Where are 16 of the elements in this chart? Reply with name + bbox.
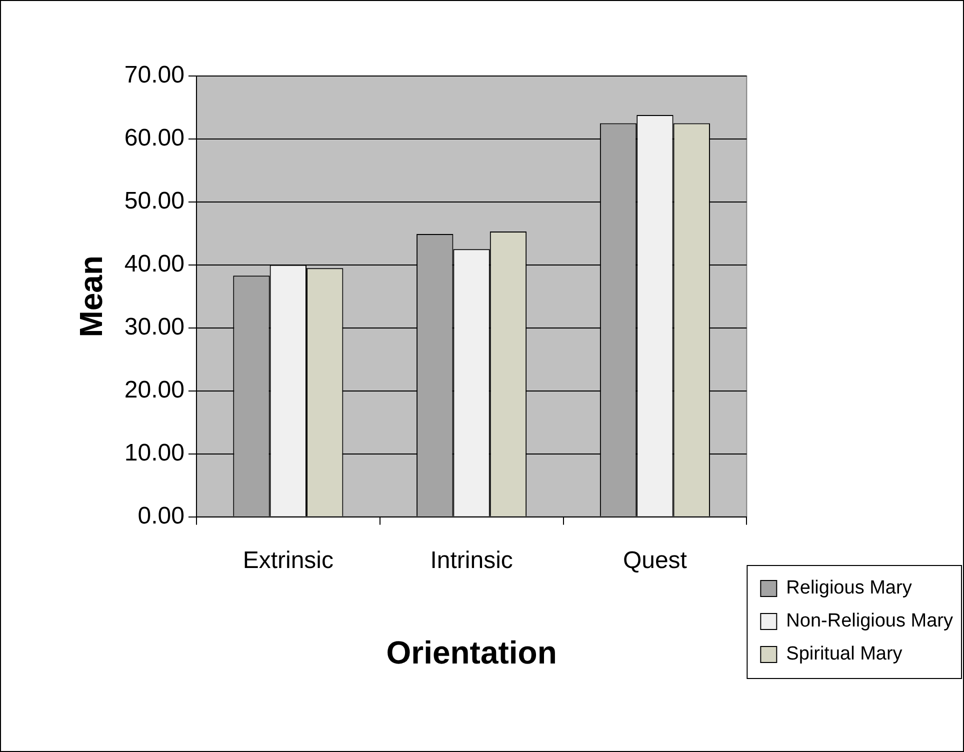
y-tick-label: 20.00 bbox=[124, 376, 184, 404]
y-tick-label: 10.00 bbox=[124, 439, 184, 466]
x-tick-label: Extrinsic bbox=[242, 546, 334, 574]
x-tick-label: Quest bbox=[622, 546, 688, 574]
y-axis-title: Mean bbox=[73, 256, 110, 338]
x-axis-title: Orientation bbox=[386, 634, 557, 671]
y-tick-label: 70.00 bbox=[124, 62, 184, 89]
legend-label: Religious Mary bbox=[786, 578, 912, 599]
y-tick-label: 0.00 bbox=[138, 502, 184, 530]
x-tick-label: Intrinsic bbox=[430, 546, 513, 574]
y-tick-label: 30.00 bbox=[124, 314, 184, 341]
legend-label: Non-Religious Mary bbox=[786, 610, 954, 632]
y-tick-label: 60.00 bbox=[124, 124, 184, 152]
y-tick-label: 50.00 bbox=[124, 188, 184, 215]
y-tick-label: 40.00 bbox=[124, 250, 184, 278]
legend-label: Spiritual Mary bbox=[786, 644, 903, 665]
